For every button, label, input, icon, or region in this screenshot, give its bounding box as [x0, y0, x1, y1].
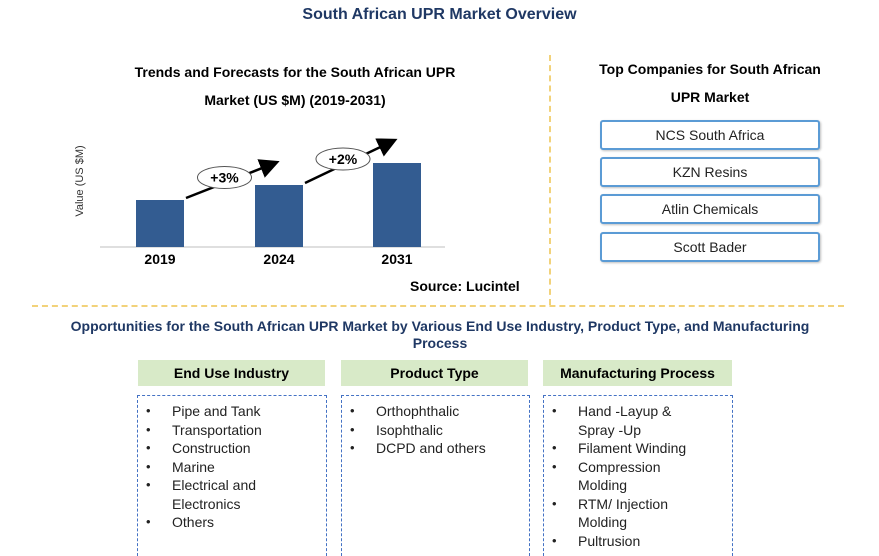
bar-chart: 2019 2024 2031 +3% +2% [100, 138, 445, 267]
end-use-industry-list: Pipe and Tank Transportation Constructio… [137, 395, 327, 556]
y-axis-label: Value (US $M) [74, 145, 86, 217]
manufacturing-process-list: Hand -Layup & Spray -Up Filament Winding… [543, 395, 733, 556]
growth-bubble [197, 166, 252, 189]
growth-bubble [315, 147, 371, 171]
list-item: Compression Molding [544, 458, 678, 495]
bar [373, 163, 421, 247]
x-tick-label: 2019 [144, 251, 175, 267]
growth-label: +3% [210, 170, 239, 186]
opportunities-title: Opportunities for the South African UPR … [40, 318, 840, 352]
vertical-divider [549, 55, 551, 305]
chart-title: Trends and Forecasts for the South Afric… [100, 58, 490, 114]
product-type-list: Orthophthalic Isophthalic DCPD and other… [341, 395, 530, 556]
company-box: KZN Resins [600, 157, 820, 187]
list-item: DCPD and others [342, 439, 529, 458]
companies-title-line-2: UPR Market [670, 89, 750, 105]
list-item: Isophthalic [342, 421, 529, 440]
list-item: Pultrusion [544, 532, 732, 551]
source-note: Source: Lucintel [410, 278, 520, 294]
end-use-industry-header: End Use Industry [138, 360, 325, 386]
opportunities-title-line-2: Process [412, 335, 468, 351]
product-type-header: Product Type [341, 360, 528, 386]
list-item: Orthophthalic [342, 402, 529, 421]
list-item: Marine [138, 458, 326, 477]
list-item: RTM/ Injection Molding [544, 495, 688, 532]
companies-title-line-1: Top Companies for South African [599, 61, 821, 77]
company-box: Atlin Chemicals [600, 194, 820, 224]
list-item: Transportation [138, 421, 326, 440]
horizontal-divider [32, 305, 844, 307]
list-item: Others [138, 513, 326, 532]
list-item: Filament Winding [544, 439, 732, 458]
x-tick-label: 2024 [263, 251, 294, 267]
companies-title: Top Companies for South African UPR Mark… [560, 55, 860, 111]
bar [136, 200, 184, 247]
chart-title-line-2: Market (US $M) (2019-2031) [204, 92, 386, 108]
list-item: Hand -Layup & Spray -Up [544, 402, 688, 439]
chart-title-line-1: Trends and Forecasts for the South Afric… [134, 64, 456, 80]
bar [255, 185, 303, 247]
list-item: Construction [138, 439, 326, 458]
list-item: Pipe and Tank [138, 402, 326, 421]
company-box: Scott Bader [600, 232, 820, 262]
page-title: South African UPR Market Overview [302, 6, 577, 23]
x-tick-label: 2031 [381, 251, 412, 267]
growth-label: +2% [329, 151, 358, 167]
manufacturing-process-header: Manufacturing Process [543, 360, 732, 386]
company-box: NCS South Africa [600, 120, 820, 150]
opportunities-title-line-1: Opportunities for the South African UPR … [70, 318, 810, 334]
list-item: Electrical and Electronics [138, 476, 272, 513]
